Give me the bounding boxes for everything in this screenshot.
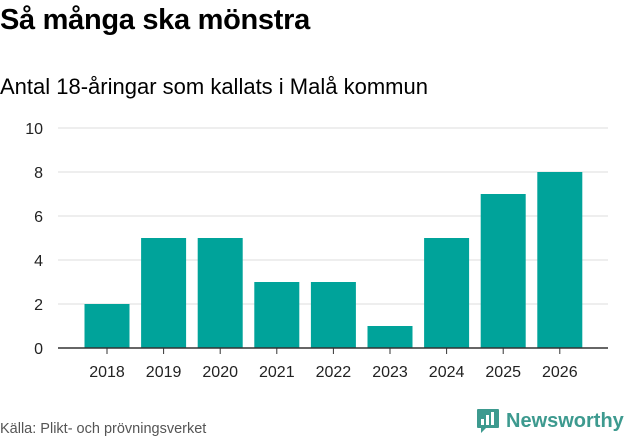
newsworthy-chart-icon [477, 409, 499, 433]
bar [84, 304, 130, 348]
bar-chart: 0 2 4 6 8 10 2018 2019 2020 2021 2022 2023 2024 2025… [25, 121, 608, 381]
x-tick-label: 2019 [146, 364, 182, 381]
brand-name: Newsworthy [506, 409, 624, 432]
x-tick-label: 2021 [259, 364, 295, 381]
bar [537, 172, 583, 348]
bar [141, 238, 187, 348]
chart-subtitle: Antal 18-åringar som kallats i Malå komm… [0, 74, 428, 99]
y-tick-label: 4 [34, 253, 43, 270]
x-tick-label: 2023 [372, 364, 408, 381]
y-axis-tick-labels: 0 2 4 6 8 10 [25, 121, 43, 358]
chart-title: Så många ska mönstra [0, 4, 310, 36]
x-tick-label: 2025 [485, 364, 521, 381]
bar [254, 282, 300, 348]
newsworthy-logo: Newsworthy [476, 408, 624, 434]
y-tick-label: 0 [34, 341, 43, 358]
x-tick-label: 2020 [202, 364, 238, 381]
y-tick-label: 6 [34, 209, 43, 226]
bar [424, 238, 470, 348]
bars [84, 172, 583, 348]
source-note: Källa: Plikt- och prövningsverket [0, 421, 207, 437]
y-tick-label: 10 [25, 121, 43, 138]
bar [197, 238, 243, 348]
x-tick-label: 2024 [429, 364, 465, 381]
x-tick-label: 2018 [89, 364, 125, 381]
x-axis: 2018 2019 2020 2021 2022 2023 2024 2025 2026 [58, 347, 608, 381]
bar [367, 326, 413, 348]
x-tick-label: 2026 [542, 364, 578, 381]
y-tick-label: 8 [34, 165, 43, 182]
bar [310, 282, 356, 348]
bar [480, 194, 526, 348]
y-tick-label: 2 [34, 297, 43, 314]
x-tick-label: 2022 [316, 364, 352, 381]
